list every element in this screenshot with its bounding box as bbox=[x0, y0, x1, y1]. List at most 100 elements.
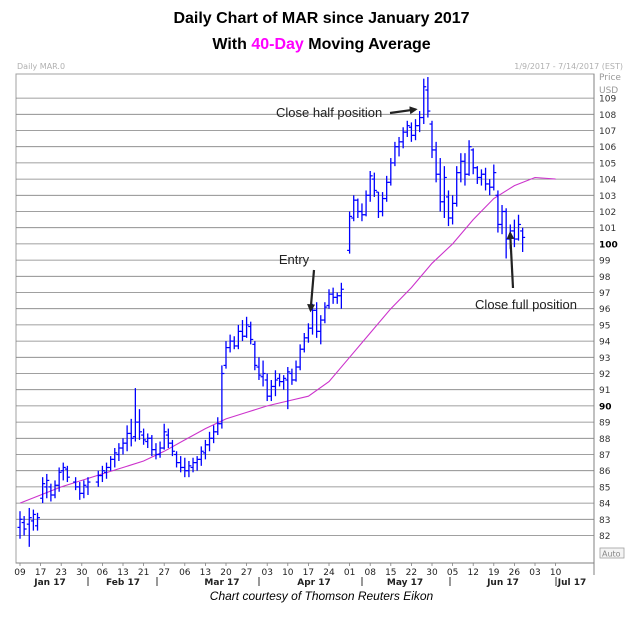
price-bar bbox=[503, 208, 509, 259]
price-bar bbox=[136, 409, 142, 440]
price-bar bbox=[190, 457, 196, 473]
annotation-arrow bbox=[389, 106, 418, 115]
price-bar bbox=[367, 171, 373, 202]
price-bar bbox=[85, 477, 91, 495]
price-bar bbox=[421, 78, 427, 125]
price-bar bbox=[268, 379, 274, 402]
price-bar bbox=[81, 480, 87, 499]
x-tick-label: 10 bbox=[282, 568, 294, 578]
month-label: Jul 17 bbox=[557, 578, 587, 588]
price-bar bbox=[169, 439, 175, 457]
price-bar bbox=[182, 457, 188, 478]
price-bar bbox=[48, 483, 54, 502]
y-tick-label: 83 bbox=[599, 516, 610, 526]
symbol-label: Daily MAR.0 bbox=[17, 62, 66, 71]
price-bar bbox=[35, 512, 41, 531]
price-bar bbox=[474, 166, 480, 184]
price-bar bbox=[207, 431, 213, 452]
price-bar bbox=[157, 441, 163, 458]
price-bar bbox=[40, 477, 46, 504]
price-bar bbox=[244, 316, 250, 338]
price-bar bbox=[330, 287, 336, 304]
x-tick-label: 27 bbox=[241, 568, 252, 578]
price-bar bbox=[128, 418, 134, 447]
price-bar bbox=[371, 172, 377, 197]
price-bar bbox=[322, 302, 328, 324]
price-bar bbox=[108, 456, 114, 471]
y-tick-label: 108 bbox=[599, 111, 616, 121]
x-tick-label: 26 bbox=[509, 568, 521, 578]
x-tick-label: 10 bbox=[550, 568, 562, 578]
y-tick-label: 109 bbox=[599, 95, 616, 105]
price-bar bbox=[73, 477, 79, 491]
x-tick-label: 24 bbox=[323, 568, 335, 578]
price-bar bbox=[44, 473, 50, 499]
price-bar bbox=[77, 482, 83, 500]
x-tick-label: 05 bbox=[447, 568, 458, 578]
price-bar bbox=[433, 141, 439, 183]
price-axis-unit: USD bbox=[599, 86, 618, 96]
y-tick-label: 87 bbox=[599, 451, 610, 461]
annotations: Close half position Entry Close full posit… bbox=[276, 105, 577, 313]
price-bar bbox=[153, 443, 159, 460]
y-tick-label: 86 bbox=[599, 467, 611, 477]
x-tick-label: 21 bbox=[138, 568, 149, 578]
grid bbox=[15, 73, 595, 564]
x-tick-label: 20 bbox=[220, 568, 232, 578]
price-bar bbox=[425, 77, 431, 118]
price-bar bbox=[272, 370, 278, 397]
price-bar bbox=[198, 446, 204, 466]
price-bar bbox=[215, 417, 221, 436]
annotation-arrow bbox=[506, 231, 515, 289]
y-tick-label: 99 bbox=[599, 257, 611, 267]
price-bar bbox=[466, 140, 472, 176]
price-bar bbox=[52, 480, 58, 499]
y-tick-label: 92 bbox=[599, 370, 610, 380]
price-axis-title: Price bbox=[599, 73, 621, 83]
price-bar bbox=[441, 166, 447, 218]
price-bar bbox=[380, 192, 386, 217]
price-bar bbox=[21, 516, 27, 536]
chart-credit: Chart courtesy of Thomson Reuters Eikon bbox=[209, 589, 434, 603]
y-tick-label: 103 bbox=[599, 192, 616, 202]
price-bar bbox=[392, 141, 398, 167]
x-tick-label: 17 bbox=[35, 568, 46, 578]
plot-frame bbox=[15, 73, 595, 564]
subtitle-prefix: With bbox=[212, 36, 252, 53]
x-tick-label: 27 bbox=[158, 568, 169, 578]
x-tick-label: 13 bbox=[200, 568, 211, 578]
price-bar bbox=[413, 119, 419, 141]
x-tick-label: 13 bbox=[117, 568, 128, 578]
x-tick-label: 09 bbox=[14, 568, 26, 578]
price-bar bbox=[211, 425, 217, 444]
month-label: May 17 bbox=[387, 578, 423, 588]
auto-label: Auto bbox=[602, 550, 621, 559]
month-label: Jan 17 bbox=[33, 578, 66, 588]
price-bar bbox=[64, 465, 70, 483]
x-tick-label: 01 bbox=[344, 568, 355, 578]
price-bar bbox=[178, 456, 184, 473]
x-tick-label: 03 bbox=[261, 568, 272, 578]
price-bar bbox=[359, 203, 365, 222]
price-bar bbox=[462, 153, 468, 186]
date-range-label: 1/9/2017 - 7/14/2017 (EST) bbox=[514, 62, 623, 71]
price-bar bbox=[60, 462, 66, 481]
x-tick-label: 03 bbox=[529, 568, 540, 578]
price-bar bbox=[161, 423, 167, 450]
month-label: Jun 17 bbox=[486, 578, 519, 588]
y-tick-label: 100 bbox=[599, 240, 618, 250]
price-bar bbox=[132, 388, 138, 442]
price-bar bbox=[264, 373, 270, 402]
price-bar bbox=[252, 341, 258, 371]
price-bar bbox=[499, 205, 505, 235]
price-bar bbox=[186, 460, 192, 478]
price-bar bbox=[223, 341, 229, 369]
annotation-label: Close half position bbox=[276, 105, 382, 120]
x-tick-label: 15 bbox=[385, 568, 396, 578]
price-bar bbox=[305, 323, 311, 343]
price-bar bbox=[338, 282, 344, 309]
price-bar bbox=[26, 507, 32, 547]
y-tick-label: 96 bbox=[599, 305, 611, 315]
annotation-label: Entry bbox=[279, 252, 310, 267]
